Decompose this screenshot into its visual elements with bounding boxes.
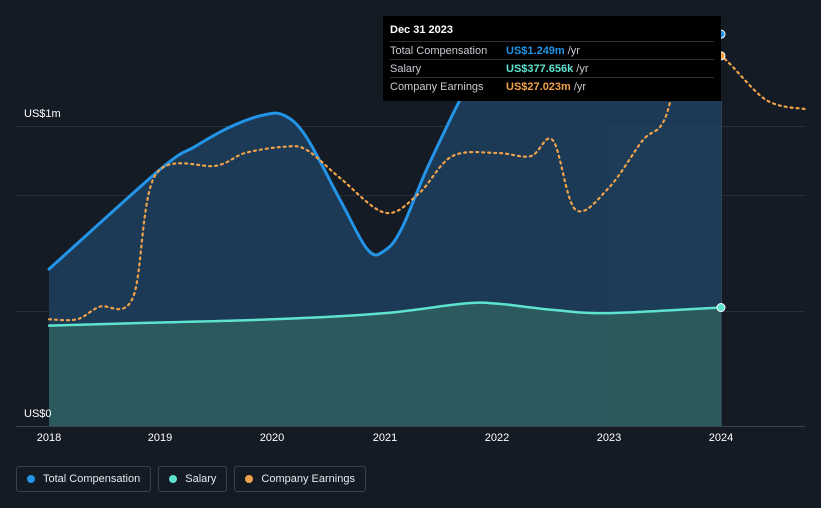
salary-area	[49, 302, 721, 426]
tooltip-series-value: US$1.249m	[506, 44, 565, 57]
tooltip-date: Dec 31 2023	[390, 24, 453, 36]
tooltip-row-total-compensation: Total Compensation US$1.249m /yr	[390, 41, 714, 59]
legend-dot-icon	[27, 475, 35, 483]
legend-item-total-compensation[interactable]: Total Compensation	[16, 466, 152, 492]
legend-dot-icon	[245, 475, 254, 483]
legend-dot-icon	[169, 475, 178, 483]
tooltip-series-value: US$377.656k	[506, 62, 574, 75]
x-tick-label: 2023	[596, 432, 622, 444]
tooltip-series-value: US$27.023m	[506, 80, 571, 93]
legend-label: Total Compensation	[43, 473, 141, 485]
x-tick-label: 2021	[372, 432, 398, 444]
y-axis-label-max: US$1m	[24, 108, 61, 120]
x-tick-label: 2022	[484, 432, 510, 444]
company-earnings-line	[47, 35, 807, 322]
x-tick-label: 2019	[147, 432, 173, 444]
legend-item-company-earnings[interactable]: Company Earnings	[234, 466, 366, 492]
chart-tooltip: Dec 31 2023 Total Compensation US$1.249m…	[383, 16, 721, 101]
tooltip-series-unit: /yr	[573, 80, 587, 93]
x-tick-label: 2018	[36, 432, 62, 444]
legend-label: Company Earnings	[261, 473, 355, 485]
tooltip-series-name: Salary	[390, 62, 422, 75]
tooltip-series-unit: /yr	[567, 44, 580, 57]
x-tick-label: 2024	[708, 432, 734, 444]
chart-legend: Total Compensation Salary Company Earnin…	[16, 466, 373, 492]
tooltip-series-name: Total Compensation	[390, 44, 488, 57]
legend-label: Salary	[185, 473, 217, 485]
x-tick-label: 2020	[259, 432, 285, 444]
salary-point	[716, 303, 726, 313]
tooltip-series-unit: /yr	[576, 62, 589, 75]
y-axis-label-zero: US$0	[24, 408, 52, 420]
salary-line	[47, 301, 723, 327]
legend-item-salary[interactable]: Salary	[158, 466, 228, 492]
tooltip-row-salary: Salary US$377.656k /yr	[390, 59, 714, 77]
tooltip-row-company-earnings: Company Earnings US$27.023m /yr	[390, 77, 714, 95]
tooltip-series-name: Company Earnings	[390, 80, 484, 93]
chart-plot	[16, 29, 807, 427]
